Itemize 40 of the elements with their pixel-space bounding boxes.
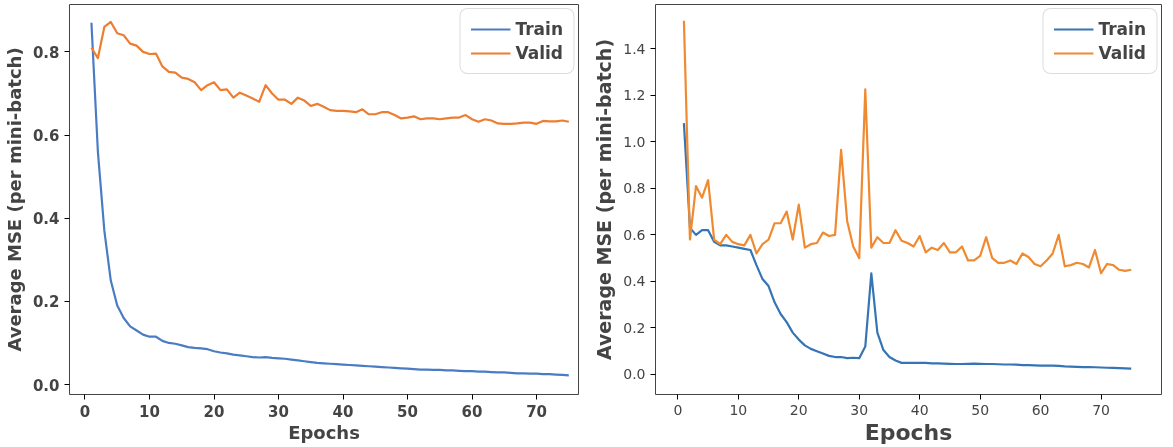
y-tick-label: 0.8 — [623, 180, 646, 197]
y-tick-label: 0.0 — [32, 376, 60, 395]
x-tick-label: 30 — [850, 401, 869, 418]
y-axis-title: Average MSE (per mini-batch) — [3, 47, 25, 352]
line-series — [682, 122, 1133, 370]
y-axis-title: Average MSE (per mini-batch) — [593, 38, 616, 361]
x-tick-label: 0 — [79, 402, 91, 421]
y-tick-label: 0.2 — [623, 319, 646, 336]
x-tick-label: 10 — [729, 401, 748, 418]
x-tick-label: 40 — [910, 401, 929, 418]
x-tick-label: 30 — [268, 402, 289, 421]
x-tick-label: 20 — [203, 402, 225, 421]
y-tick-label: 0.6 — [32, 127, 60, 146]
line-series — [90, 20, 570, 125]
x-tick-label: 20 — [789, 401, 808, 418]
y-tick-label: 1.2 — [623, 87, 646, 104]
x-tick-label: 0 — [673, 401, 683, 418]
legend-label: Valid — [1098, 43, 1146, 63]
x-axis-title: Epochs — [864, 419, 953, 445]
y-tick-label: 0.6 — [623, 226, 646, 243]
y-tick-label: 0.2 — [32, 293, 60, 312]
x-tick-label: 70 — [1092, 401, 1110, 418]
legend-label: Valid — [515, 43, 563, 63]
x-tick-label: 50 — [397, 402, 418, 421]
x-tick-label: 60 — [1031, 401, 1050, 418]
x-tick-label: 60 — [461, 402, 483, 421]
x-axis-title: Epochs — [288, 421, 360, 443]
x-tick-label: 50 — [971, 401, 990, 418]
y-tick-label: 1.4 — [623, 40, 646, 57]
y-tick-label: 0.8 — [32, 43, 60, 62]
y-tick-label: 1.0 — [623, 133, 646, 150]
x-tick-label: 10 — [139, 402, 160, 421]
y-tick-label: 0.0 — [623, 366, 646, 383]
legend-label: Train — [515, 19, 563, 39]
line-series — [90, 21, 570, 377]
y-tick-label: 0.4 — [623, 273, 646, 290]
x-tick-label: 40 — [332, 402, 354, 421]
legend-label: Train — [1098, 19, 1146, 39]
y-tick-label: 0.4 — [32, 210, 60, 229]
x-tick-label: 70 — [526, 402, 548, 421]
